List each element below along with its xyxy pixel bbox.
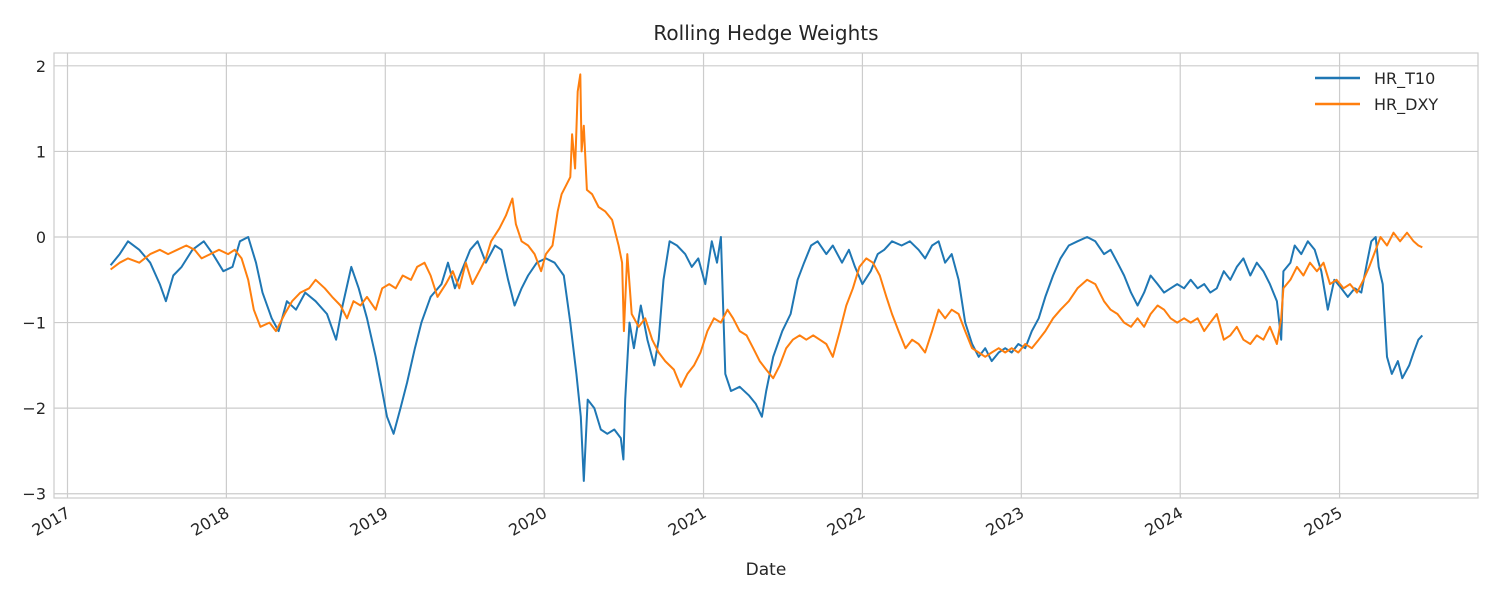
legend-label-hr-dxy: HR_DXY <box>1374 95 1438 115</box>
x-axis-title: Date <box>746 560 787 580</box>
series-lines <box>109 73 1424 482</box>
y-tick-label: −3 <box>22 485 46 504</box>
legend-label-hr-t10: HR_T10 <box>1374 69 1435 89</box>
legend: HR_T10 HR_DXY <box>1315 69 1438 115</box>
plot-area <box>53 52 1479 499</box>
y-tick-label: 1 <box>36 142 46 161</box>
y-tick-label: 0 <box>36 228 46 247</box>
y-tick-label: 2 <box>36 57 46 76</box>
y-tick-label: −1 <box>22 314 46 333</box>
series-line-hr-t10 <box>109 236 1424 482</box>
y-tick-label: −2 <box>22 399 46 418</box>
y-tick-labels: 2 1 0 −1 −2 −3 <box>22 57 46 504</box>
chart-title: Rolling Hedge Weights <box>653 21 878 45</box>
series-line-hr-dxy <box>110 73 1423 388</box>
